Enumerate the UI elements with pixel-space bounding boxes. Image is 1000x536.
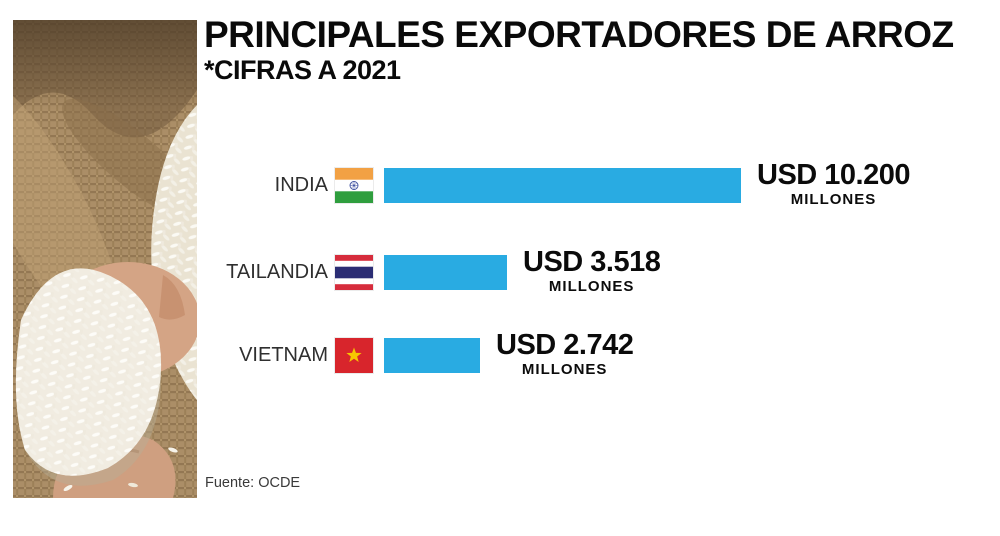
chart-subtitle: *CIFRAS A 2021 xyxy=(204,55,401,85)
unit-vietnam: MILLONES xyxy=(521,361,608,379)
unit-tailandia: MILLONES xyxy=(548,278,635,296)
rice-photo-illustration xyxy=(13,20,197,498)
bar-vietnam xyxy=(384,337,480,373)
chart-row-india: INDIA USD 10.200 MILLONES xyxy=(205,161,985,208)
unit-india: MILLONES xyxy=(790,191,877,209)
bar-tailandia xyxy=(384,254,507,290)
rice-photo xyxy=(13,20,197,498)
value-vietnam: USD 2.742 xyxy=(496,329,634,362)
country-label-vietnam: VIETNAM xyxy=(239,343,328,366)
vietnam-flag-icon xyxy=(335,337,373,373)
thailand-flag-icon xyxy=(335,254,373,290)
value-india: USD 10.200 xyxy=(757,159,911,192)
source-note: Fuente: OCDE xyxy=(205,475,301,491)
value-block-tailandia: USD 3.518 MILLONES xyxy=(523,246,661,296)
value-tailandia: USD 3.518 xyxy=(523,246,661,279)
chart-row-vietnam: VIETNAM USD 2.742 MILLONES xyxy=(205,331,985,378)
country-label-india: INDIA xyxy=(274,173,328,196)
value-block-india: USD 10.200 MILLONES xyxy=(757,159,911,209)
india-flag-icon xyxy=(335,167,373,203)
bar-india xyxy=(384,167,741,203)
chart-title: PRINCIPALES EXPORTADORES DE ARROZ xyxy=(204,14,954,55)
value-block-vietnam: USD 2.742 MILLONES xyxy=(496,329,634,379)
country-label-tailandia: TAILANDIA xyxy=(226,260,328,283)
chart-row-tailandia: TAILANDIA USD 3.518 MILLONES xyxy=(205,248,985,295)
